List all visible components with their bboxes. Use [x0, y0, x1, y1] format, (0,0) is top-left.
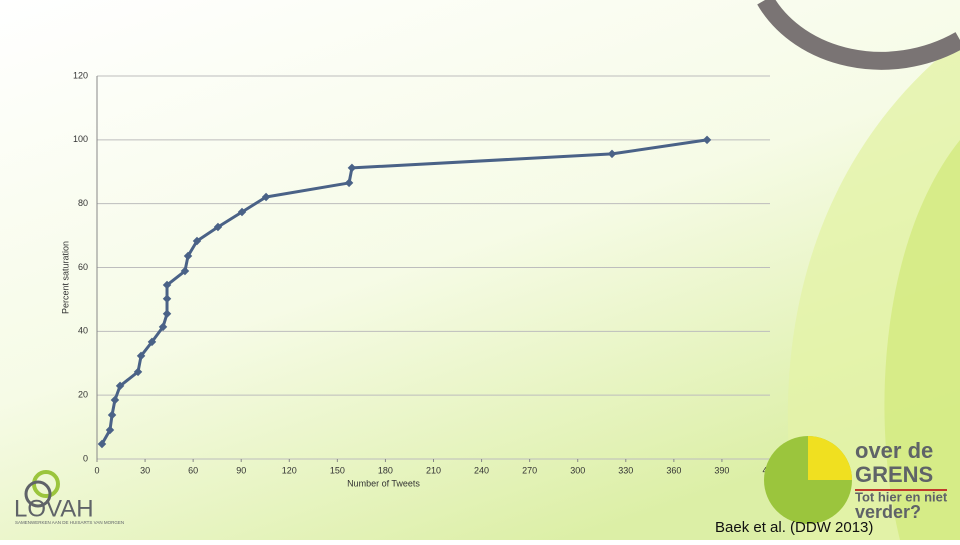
- x-tick-label: 0: [94, 465, 99, 475]
- data-point: [162, 294, 172, 304]
- y-axis-label: Percent saturation: [60, 241, 70, 314]
- x-tick-label: 210: [426, 465, 441, 475]
- logo-icon: [24, 480, 52, 508]
- x-tick-label: 180: [378, 465, 393, 475]
- data-point: [147, 337, 157, 347]
- logo-text: verder?: [855, 502, 921, 522]
- data-point: [213, 222, 223, 232]
- logo-name: LOVAH: [14, 495, 94, 522]
- data-point: [133, 367, 143, 377]
- logo-text: over de: [855, 438, 933, 463]
- data-point: [192, 236, 202, 246]
- x-tick-label: 270: [522, 465, 537, 475]
- y-tick-label: 120: [73, 70, 88, 80]
- x-tick-label: 360: [666, 465, 681, 475]
- data-point: [237, 207, 247, 217]
- x-tick-label: 90: [236, 465, 246, 475]
- x-tick-label: 60: [188, 465, 198, 475]
- x-tick-label: 240: [474, 465, 489, 475]
- data-point: [158, 322, 168, 332]
- data-line: [100, 138, 708, 445]
- data-point: [107, 410, 117, 420]
- data-point: [162, 280, 172, 290]
- logo-text: Tot hier en niet: [855, 489, 948, 504]
- y-tick-label: 80: [78, 198, 88, 208]
- data-point: [97, 439, 107, 449]
- y-tick-label: 20: [78, 390, 88, 400]
- data-point: [105, 425, 115, 435]
- x-tick-label: 390: [714, 465, 729, 475]
- data-point: [344, 178, 354, 188]
- citation: Baek et al. (DDW 2013): [715, 519, 873, 536]
- data-point: [136, 351, 146, 361]
- x-tick-label: 300: [570, 465, 585, 475]
- decor-arc: [757, 0, 960, 70]
- data-point: [162, 309, 172, 319]
- x-tick-label: 30: [140, 465, 150, 475]
- y-tick-label: 100: [73, 134, 88, 144]
- x-tick-label: 120: [282, 465, 297, 475]
- logo-rule: [855, 489, 947, 491]
- data-point: [115, 381, 125, 391]
- y-tick-label: 0: [83, 453, 88, 463]
- data-point: [347, 163, 357, 173]
- x-tick-label: 150: [330, 465, 345, 475]
- decor-arc: [884, 140, 960, 540]
- y-tick-label: 40: [78, 326, 88, 336]
- logo-text: GRENS: [855, 462, 933, 487]
- data-point: [180, 266, 190, 276]
- data-point: [261, 192, 271, 202]
- y-tick-label: 60: [78, 262, 88, 272]
- x-axis-label: Number of Tweets: [347, 478, 420, 488]
- logo-tagline: SAMENWERKEN AAN DE HUISARTS VAN MORGEN: [15, 520, 124, 525]
- x-tick-label: 330: [618, 465, 633, 475]
- logo-icon: [808, 436, 852, 480]
